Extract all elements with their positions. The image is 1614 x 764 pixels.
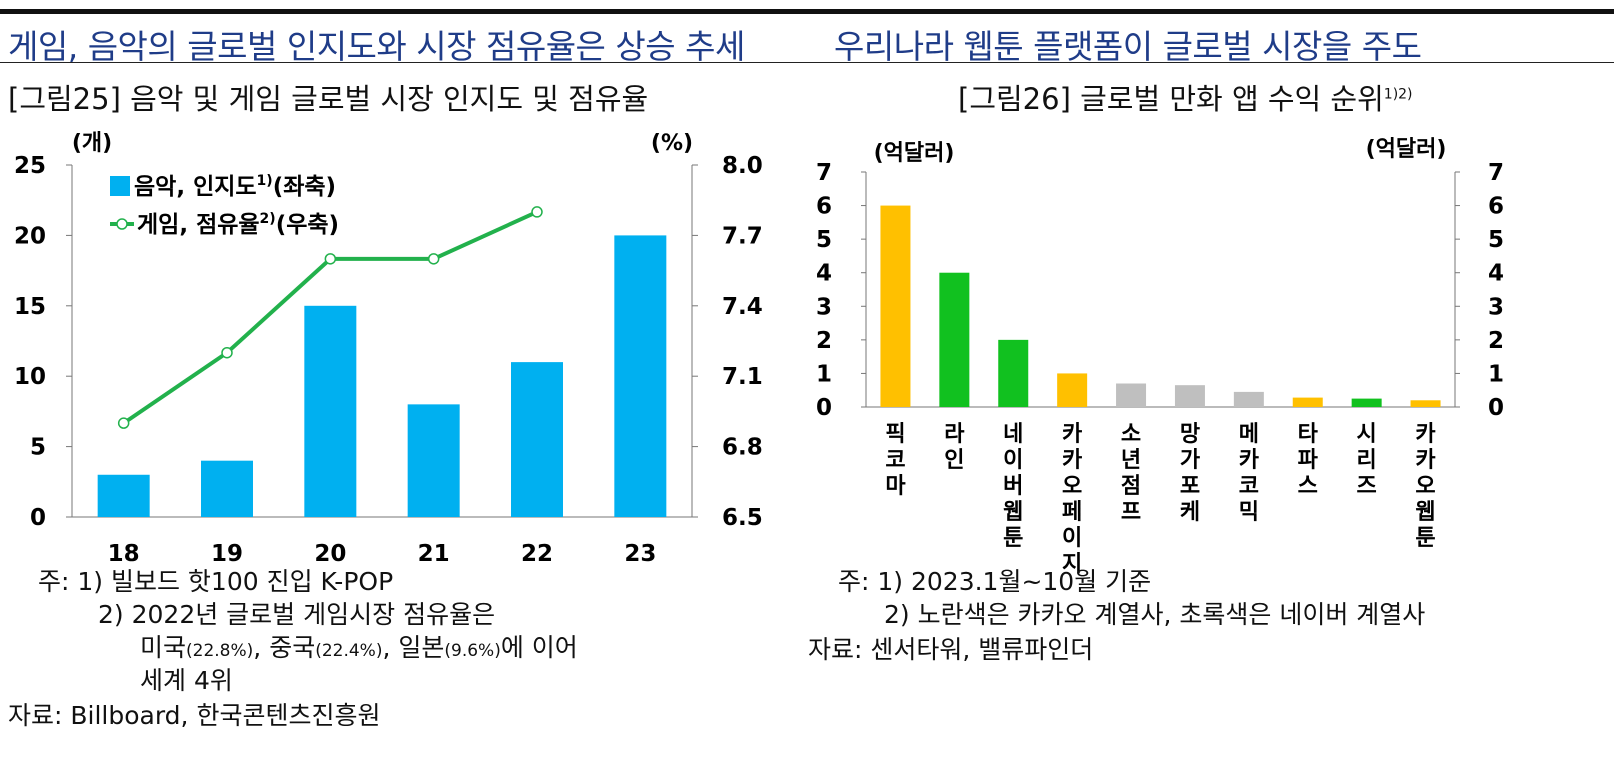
left-tick-label: 1	[816, 361, 832, 387]
left-tick-label: 5	[30, 435, 46, 461]
chart1-source: 자료: Billboard, 한국콘텐츠진흥원	[8, 701, 381, 730]
note-text: , 중국	[253, 633, 316, 662]
legend-label-game: 게임, 점유율2)(우축)	[137, 211, 339, 238]
right-tick-label: 5	[1488, 227, 1504, 253]
bar-메카코믹	[1233, 391, 1264, 407]
headline-rule	[0, 62, 1614, 63]
left-tick-label: 15	[14, 294, 46, 320]
headline-right: 우리나라 웹툰 플랫폼이 글로벌 시장을 주도	[834, 27, 1422, 66]
right-tick-label: 7.1	[722, 364, 763, 390]
x-tick-label: 18	[108, 541, 140, 567]
right-tick-label: 8.0	[722, 153, 763, 179]
note-text: 미국	[140, 633, 187, 662]
right-tick-label: 0	[1488, 395, 1504, 421]
point-game-18	[117, 417, 130, 429]
left-tick-label: 2	[816, 328, 832, 354]
top-rule	[0, 9, 1614, 14]
point-game-19	[221, 346, 233, 359]
bar-픽코마	[880, 205, 911, 407]
chart-comic-apps: 0 1 2 3 4 5 6 7 0 1 2 3 4 5 6 7 (억달러) (억달러) 픽 코 마 라 인 네 이 버 웹 툰 카 카 오 페…	[816, 137, 1504, 577]
left-tick-label: 0	[30, 505, 46, 531]
x-tick-label: 23	[624, 541, 656, 567]
left-tick-label: 20	[14, 223, 46, 249]
left-tick-label: 25	[14, 153, 46, 179]
legend-swatch-music	[110, 176, 130, 196]
left-tick-label: 5	[816, 227, 832, 253]
right-tick-label: 6.8	[722, 435, 763, 461]
chart2-note-1: 주: 1) 2023.1월~10월 기준	[838, 567, 1152, 596]
bar-music-20	[304, 305, 357, 517]
point-game-21	[427, 253, 440, 265]
legend-marker-game	[116, 218, 128, 230]
bar-music-22	[511, 362, 563, 517]
right-tick-label: 1	[1488, 361, 1504, 387]
chart2-source: 자료: 센서타워, 밸류파인더	[808, 635, 1094, 664]
headline-left: 게임, 음악의 글로벌 인지도와 시장 점유율은 상승 추세	[8, 27, 745, 66]
right-tick-label: 7.7	[722, 223, 763, 249]
left-axis-unit: (억달러)	[874, 141, 955, 166]
right-tick-label: 2	[1488, 328, 1504, 354]
left-tick-label: 6	[816, 194, 832, 220]
chart-music-game: 0 5 10 15 20 25 6.5 6.8 7.1 7.4 7.7 8.0 (개) (%) 18 19 20…	[14, 131, 763, 567]
x-tick-label: 22	[521, 541, 553, 567]
bar-music-21	[407, 404, 460, 517]
right-tick-label: 3	[1488, 294, 1504, 320]
legend-label-music: 음악, 인지도1)(좌축)	[134, 173, 336, 200]
x-tick-label: 20	[314, 541, 346, 567]
left-tick-label: 7	[816, 160, 832, 186]
bar-시리즈	[1351, 398, 1382, 407]
right-axis-unit: (억달러)	[1366, 137, 1447, 162]
right-axis-unit: (%)	[651, 131, 693, 156]
chart2-note-2: 2) 노란색은 카카오 계열사, 초록색은 네이버 계열사	[884, 600, 1426, 629]
chart1-note-3: 미국(22.8%), 중국(22.4%), 일본(9.6%)에 이어	[140, 632, 578, 667]
figure-26-title: [그림26] 글로벌 만화 앱 수익 순위1)2)	[958, 76, 1413, 118]
note-pct: (9.6%)	[444, 641, 501, 661]
bar-라인	[939, 272, 970, 407]
left-tick-label: 10	[14, 364, 46, 390]
left-tick-label: 4	[816, 261, 832, 287]
right-tick-label: 6	[1488, 194, 1504, 220]
right-tick-label: 7.4	[722, 294, 763, 320]
figure-25-title: [그림25] 음악 및 게임 글로벌 시장 인지도 및 점유율	[8, 82, 649, 116]
bar-music-19	[201, 460, 253, 517]
note-text: , 일본	[382, 633, 445, 662]
chart1-note-2: 2) 2022년 글로벌 게임시장 점유율은	[98, 600, 496, 629]
x-tick-label: 19	[211, 541, 243, 567]
left-tick-label: 0	[816, 395, 832, 421]
bar-music-23	[614, 235, 667, 517]
bar-music-18	[97, 474, 150, 517]
note-text: 에 이어	[500, 633, 578, 662]
chart1-note-4: 세계 4위	[140, 666, 233, 695]
chart1-note-1: 주: 1) 빌보드 핫100 진입 K-POP	[38, 567, 394, 596]
point-game-22	[531, 206, 543, 218]
right-tick-label: 7	[1488, 160, 1504, 186]
bar-카카오페이지	[1057, 373, 1088, 407]
note-pct: (22.4%)	[315, 641, 383, 661]
point-game-20	[324, 253, 337, 265]
bar-망가포케	[1174, 385, 1205, 407]
right-tick-label: 6.5	[722, 505, 763, 531]
note-pct: (22.8%)	[186, 641, 254, 661]
left-tick-label: 3	[816, 294, 832, 320]
right-tick-label: 4	[1488, 261, 1504, 287]
x-tick-label: 21	[418, 541, 450, 567]
bar-네이버웹툰	[998, 339, 1029, 407]
bar-타파스	[1292, 397, 1323, 407]
bar-카카오웹툰	[1410, 400, 1441, 407]
figure-26-title-sup: 1)2)	[1383, 86, 1413, 103]
bar-소년점프	[1116, 383, 1147, 407]
figure-26-title-text: [그림26] 글로벌 만화 앱 수익 순위	[958, 82, 1384, 116]
left-axis-unit: (개)	[72, 131, 112, 156]
